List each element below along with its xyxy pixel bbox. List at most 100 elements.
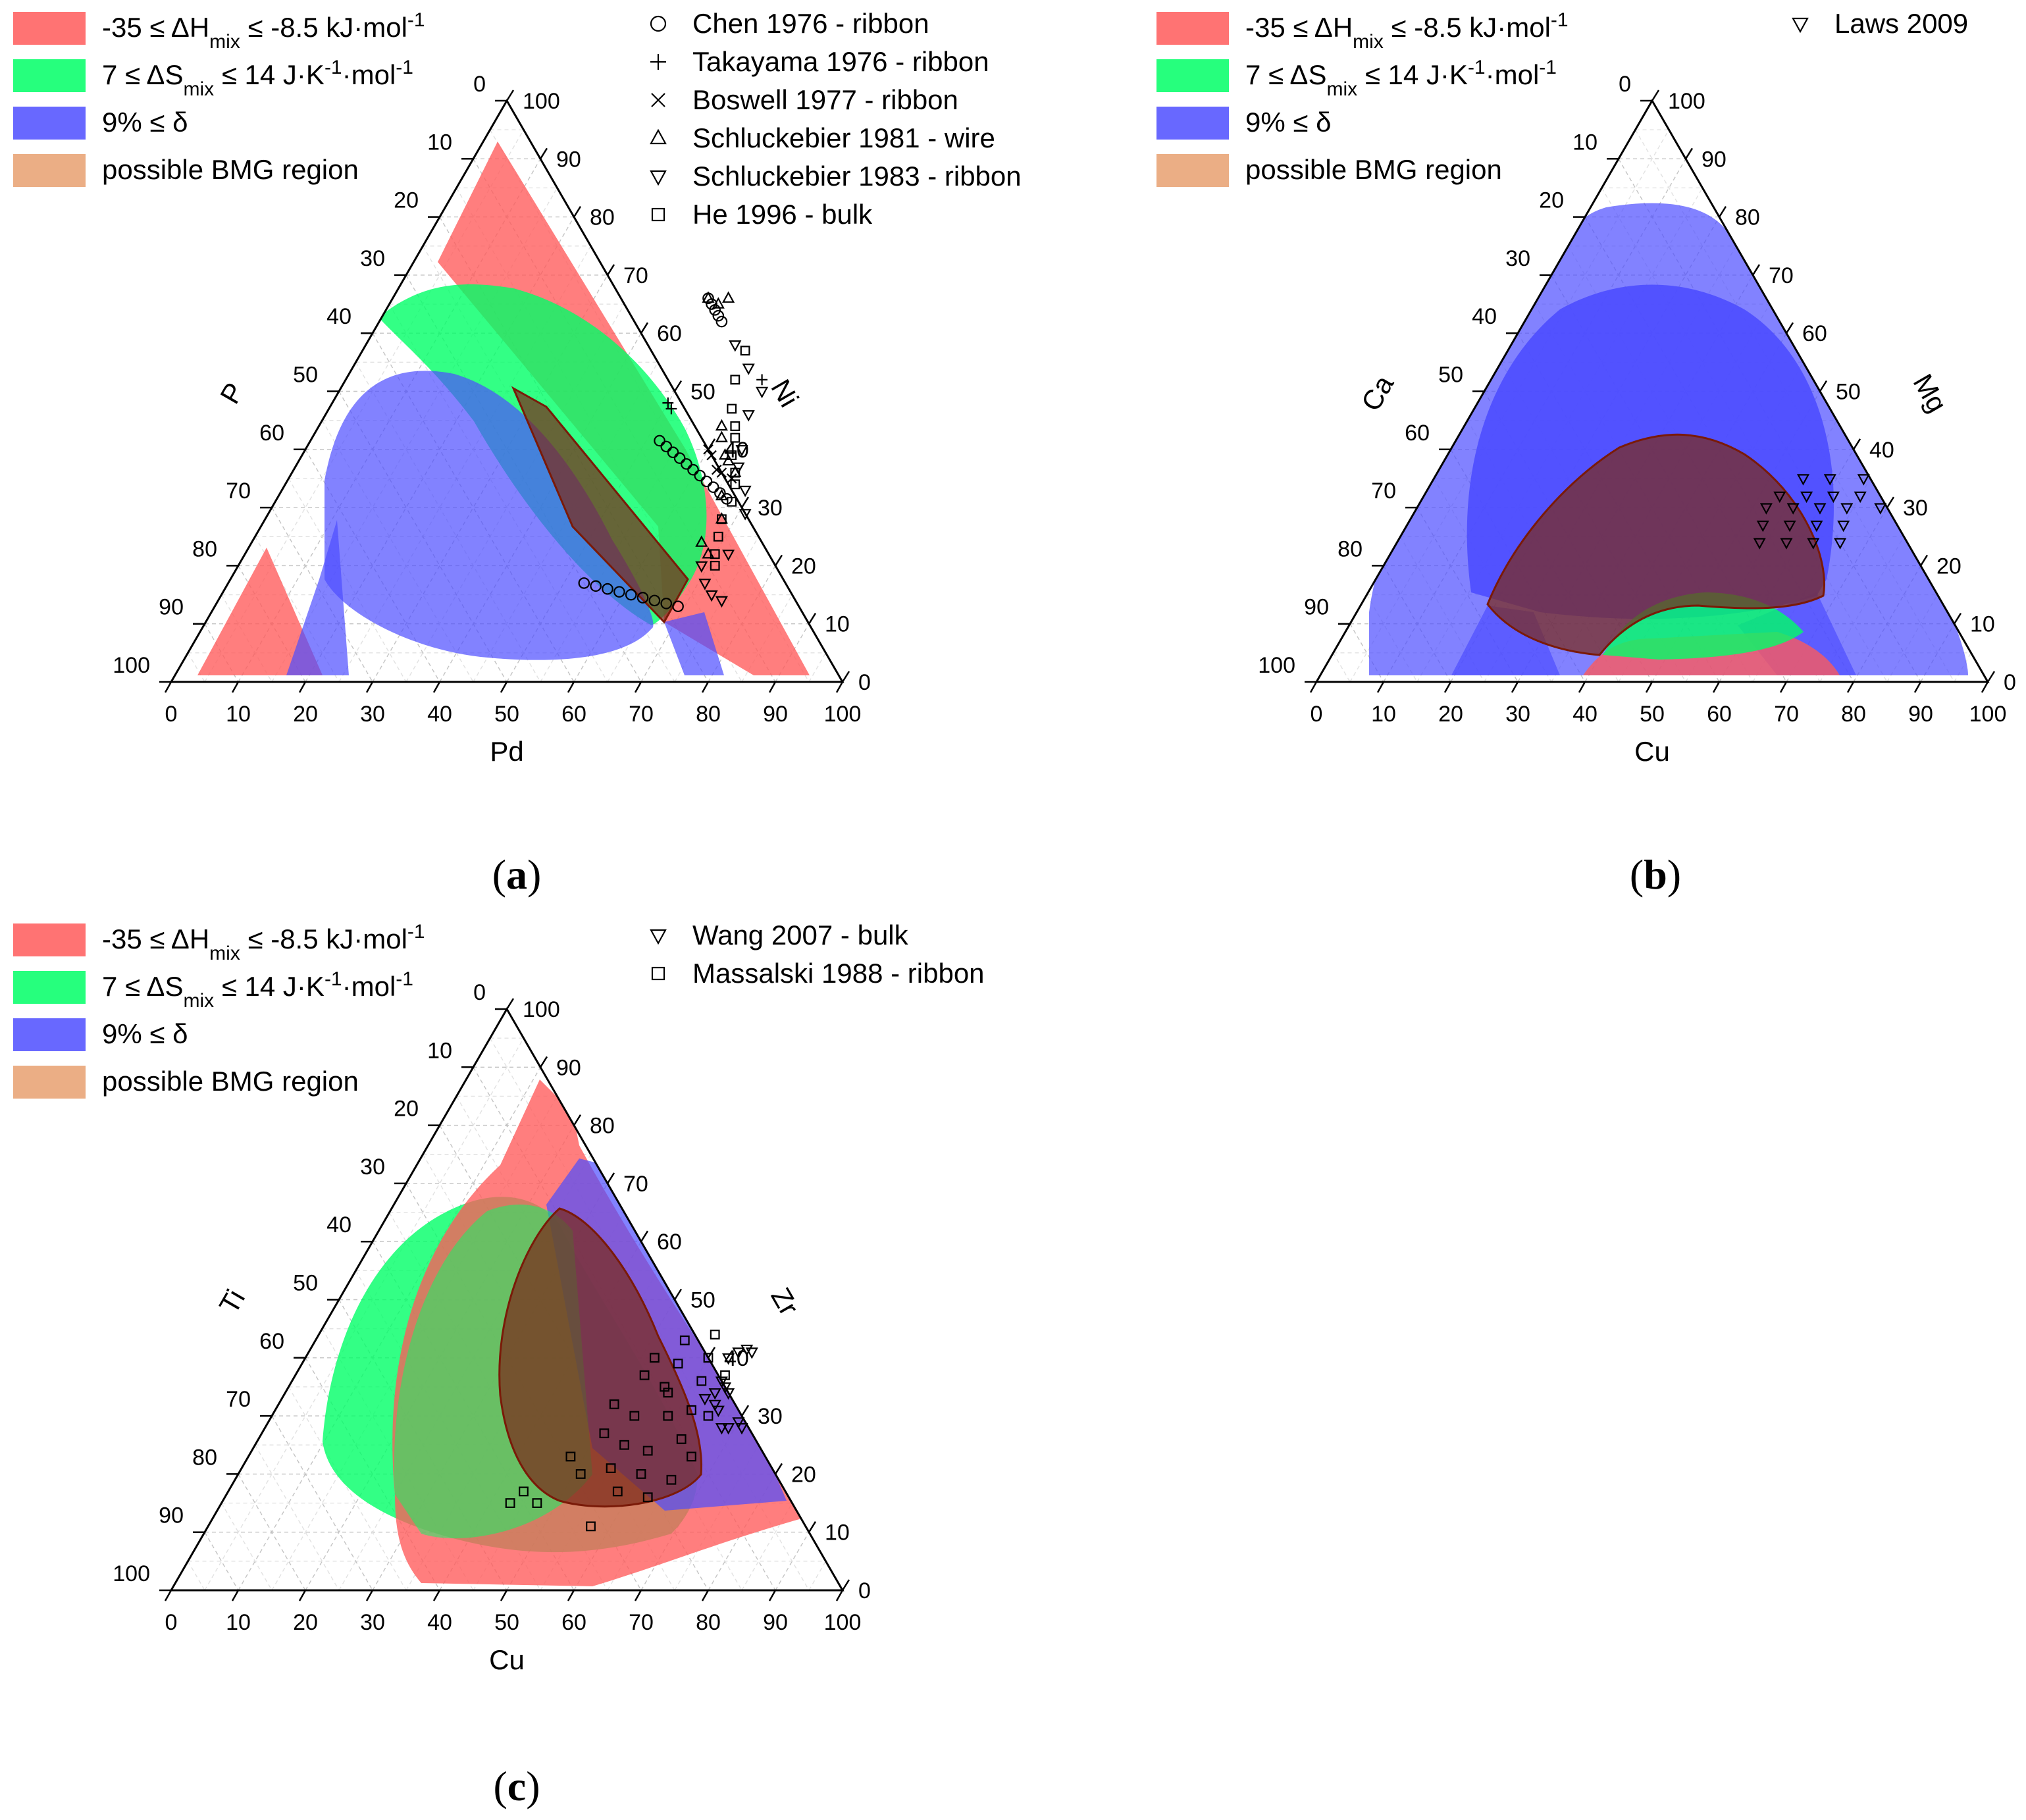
- bottom-tick-label: 20: [1438, 702, 1463, 727]
- left-tick-label: 0: [1619, 72, 1631, 97]
- right-tick: [740, 496, 750, 508]
- data-point-circle: [681, 458, 692, 470]
- data-point-triangle-down: [1874, 503, 1887, 515]
- right-tick: [573, 1114, 582, 1126]
- delta-region: [325, 371, 654, 660]
- grid-line: [775, 1532, 810, 1591]
- right-tick: [1684, 147, 1694, 159]
- data-point-triangle-down: [1840, 503, 1854, 515]
- right-tick-label: 60: [657, 1230, 682, 1255]
- legend-swatch-delta: [1156, 107, 1229, 140]
- data-point-square: [660, 1382, 670, 1392]
- data-point-plus: [650, 54, 666, 70]
- bottom-tick-label: 60: [561, 702, 586, 727]
- data-point-triangle-down: [715, 596, 728, 608]
- panel-a-data-points: [578, 291, 769, 613]
- bottom-tick: [1846, 681, 1855, 693]
- bottom-tick-label: 80: [1841, 702, 1866, 727]
- right-tick-label: 60: [1802, 321, 1827, 346]
- right-tick: [640, 1230, 649, 1242]
- data-point-triangle-down: [1813, 503, 1827, 515]
- data-point-triangle-down: [1796, 474, 1810, 486]
- left-tick-label: 60: [259, 421, 284, 446]
- bottom-tick: [1578, 681, 1586, 693]
- caption-c: (c): [493, 1763, 540, 1809]
- data-point-triangle-up: [712, 297, 725, 309]
- left-tick-label: 30: [360, 1155, 385, 1180]
- data-point-triangle-down: [712, 1405, 725, 1417]
- right-tick: [841, 671, 850, 683]
- right-tick: [1752, 264, 1761, 276]
- right-tick: [808, 1521, 817, 1533]
- data-point-triangle-down: [715, 1376, 728, 1388]
- bottom-tick: [701, 681, 710, 693]
- grid-line: [221, 1503, 273, 1591]
- legend-label-entropy: 7 ≤ ΔSmix ≤ 14 J·K-1·mol-1: [102, 968, 413, 1012]
- bottom-tick: [1779, 681, 1788, 693]
- data-point-triangle-down: [722, 1423, 735, 1435]
- data-point-triangle-down: [735, 1423, 748, 1435]
- bottom-tick-label: 10: [226, 1610, 251, 1635]
- bottom-tick-label: 60: [561, 1610, 586, 1635]
- left-tick-label: 50: [293, 1271, 318, 1296]
- data-point-square: [710, 549, 720, 559]
- data-point-square: [687, 1405, 696, 1415]
- bottom-tick: [231, 1590, 240, 1601]
- left-tick-label: 80: [192, 536, 217, 561]
- data-point-triangle-down: [1780, 538, 1793, 550]
- bottom-tick: [1443, 681, 1452, 693]
- data-point-triangle-down: [1834, 538, 1847, 550]
- series-legend-label: He 1996 - bulk: [692, 199, 873, 230]
- right-tick-label: 30: [758, 496, 783, 521]
- data-point-square: [642, 1445, 653, 1456]
- legend-label-delta: 9% ≤ δ: [1245, 107, 1331, 138]
- data-point-square: [519, 1486, 529, 1497]
- bottom-tick-label: 90: [763, 702, 788, 727]
- data-point-triangle-down: [722, 1353, 735, 1365]
- panel-captions: (a) (b) (c): [492, 851, 1681, 1809]
- right-tick-label: 30: [758, 1404, 783, 1429]
- grid-line: [1332, 652, 1351, 683]
- panel-c-regions: [323, 1079, 806, 1586]
- data-point-square: [730, 421, 740, 431]
- data-point-circle: [714, 487, 726, 499]
- data-point-square: [532, 1498, 542, 1508]
- right-tick-label: 100: [523, 997, 560, 1022]
- right-tick-label: 80: [590, 1114, 615, 1139]
- legend-swatch-bmg: [13, 1066, 86, 1099]
- data-point-triangle-down: [1854, 491, 1867, 504]
- bottom-tick: [298, 681, 307, 693]
- data-point-triangle-down: [745, 1347, 758, 1359]
- legend-label-delta: 9% ≤ δ: [102, 1018, 188, 1049]
- legend-label-bmg: possible BMG region: [102, 154, 359, 185]
- bottom-tick: [835, 681, 844, 693]
- bottom-tick: [500, 681, 508, 693]
- right-tick: [841, 1579, 850, 1591]
- bottom-tick: [567, 1590, 575, 1601]
- left-tick-label: 10: [1572, 130, 1597, 155]
- right-tick: [774, 1463, 783, 1475]
- legend-label-bmg: possible BMG region: [102, 1066, 359, 1097]
- right-tick-label: 90: [1701, 147, 1727, 172]
- data-point-circle: [602, 583, 613, 595]
- data-point-triangle-down: [740, 1344, 754, 1357]
- data-point-square: [649, 1353, 660, 1363]
- data-point-circle: [712, 309, 725, 322]
- data-point-triangle-down: [1837, 520, 1850, 533]
- grid-line: [238, 1474, 306, 1591]
- data-point-triangle-down: [698, 579, 712, 590]
- bottom-tick: [1376, 681, 1385, 693]
- data-point-x: [651, 93, 665, 107]
- right-tick-label: 100: [523, 89, 560, 114]
- legend-label-bmg: possible BMG region: [1245, 154, 1502, 185]
- panel-b-series-legend: Laws 2009: [1792, 8, 1968, 39]
- data-point-circle: [707, 481, 719, 493]
- left-tick-label: 90: [159, 595, 184, 620]
- bottom-tick: [1913, 681, 1922, 693]
- data-point-square: [730, 375, 740, 385]
- bottom-tick: [567, 681, 575, 693]
- bottom-tick-label: 30: [360, 702, 385, 727]
- data-point-circle: [654, 434, 665, 447]
- series-legend-label: Boswell 1977 - ribbon: [692, 84, 958, 115]
- data-point-triangle-down: [739, 509, 752, 521]
